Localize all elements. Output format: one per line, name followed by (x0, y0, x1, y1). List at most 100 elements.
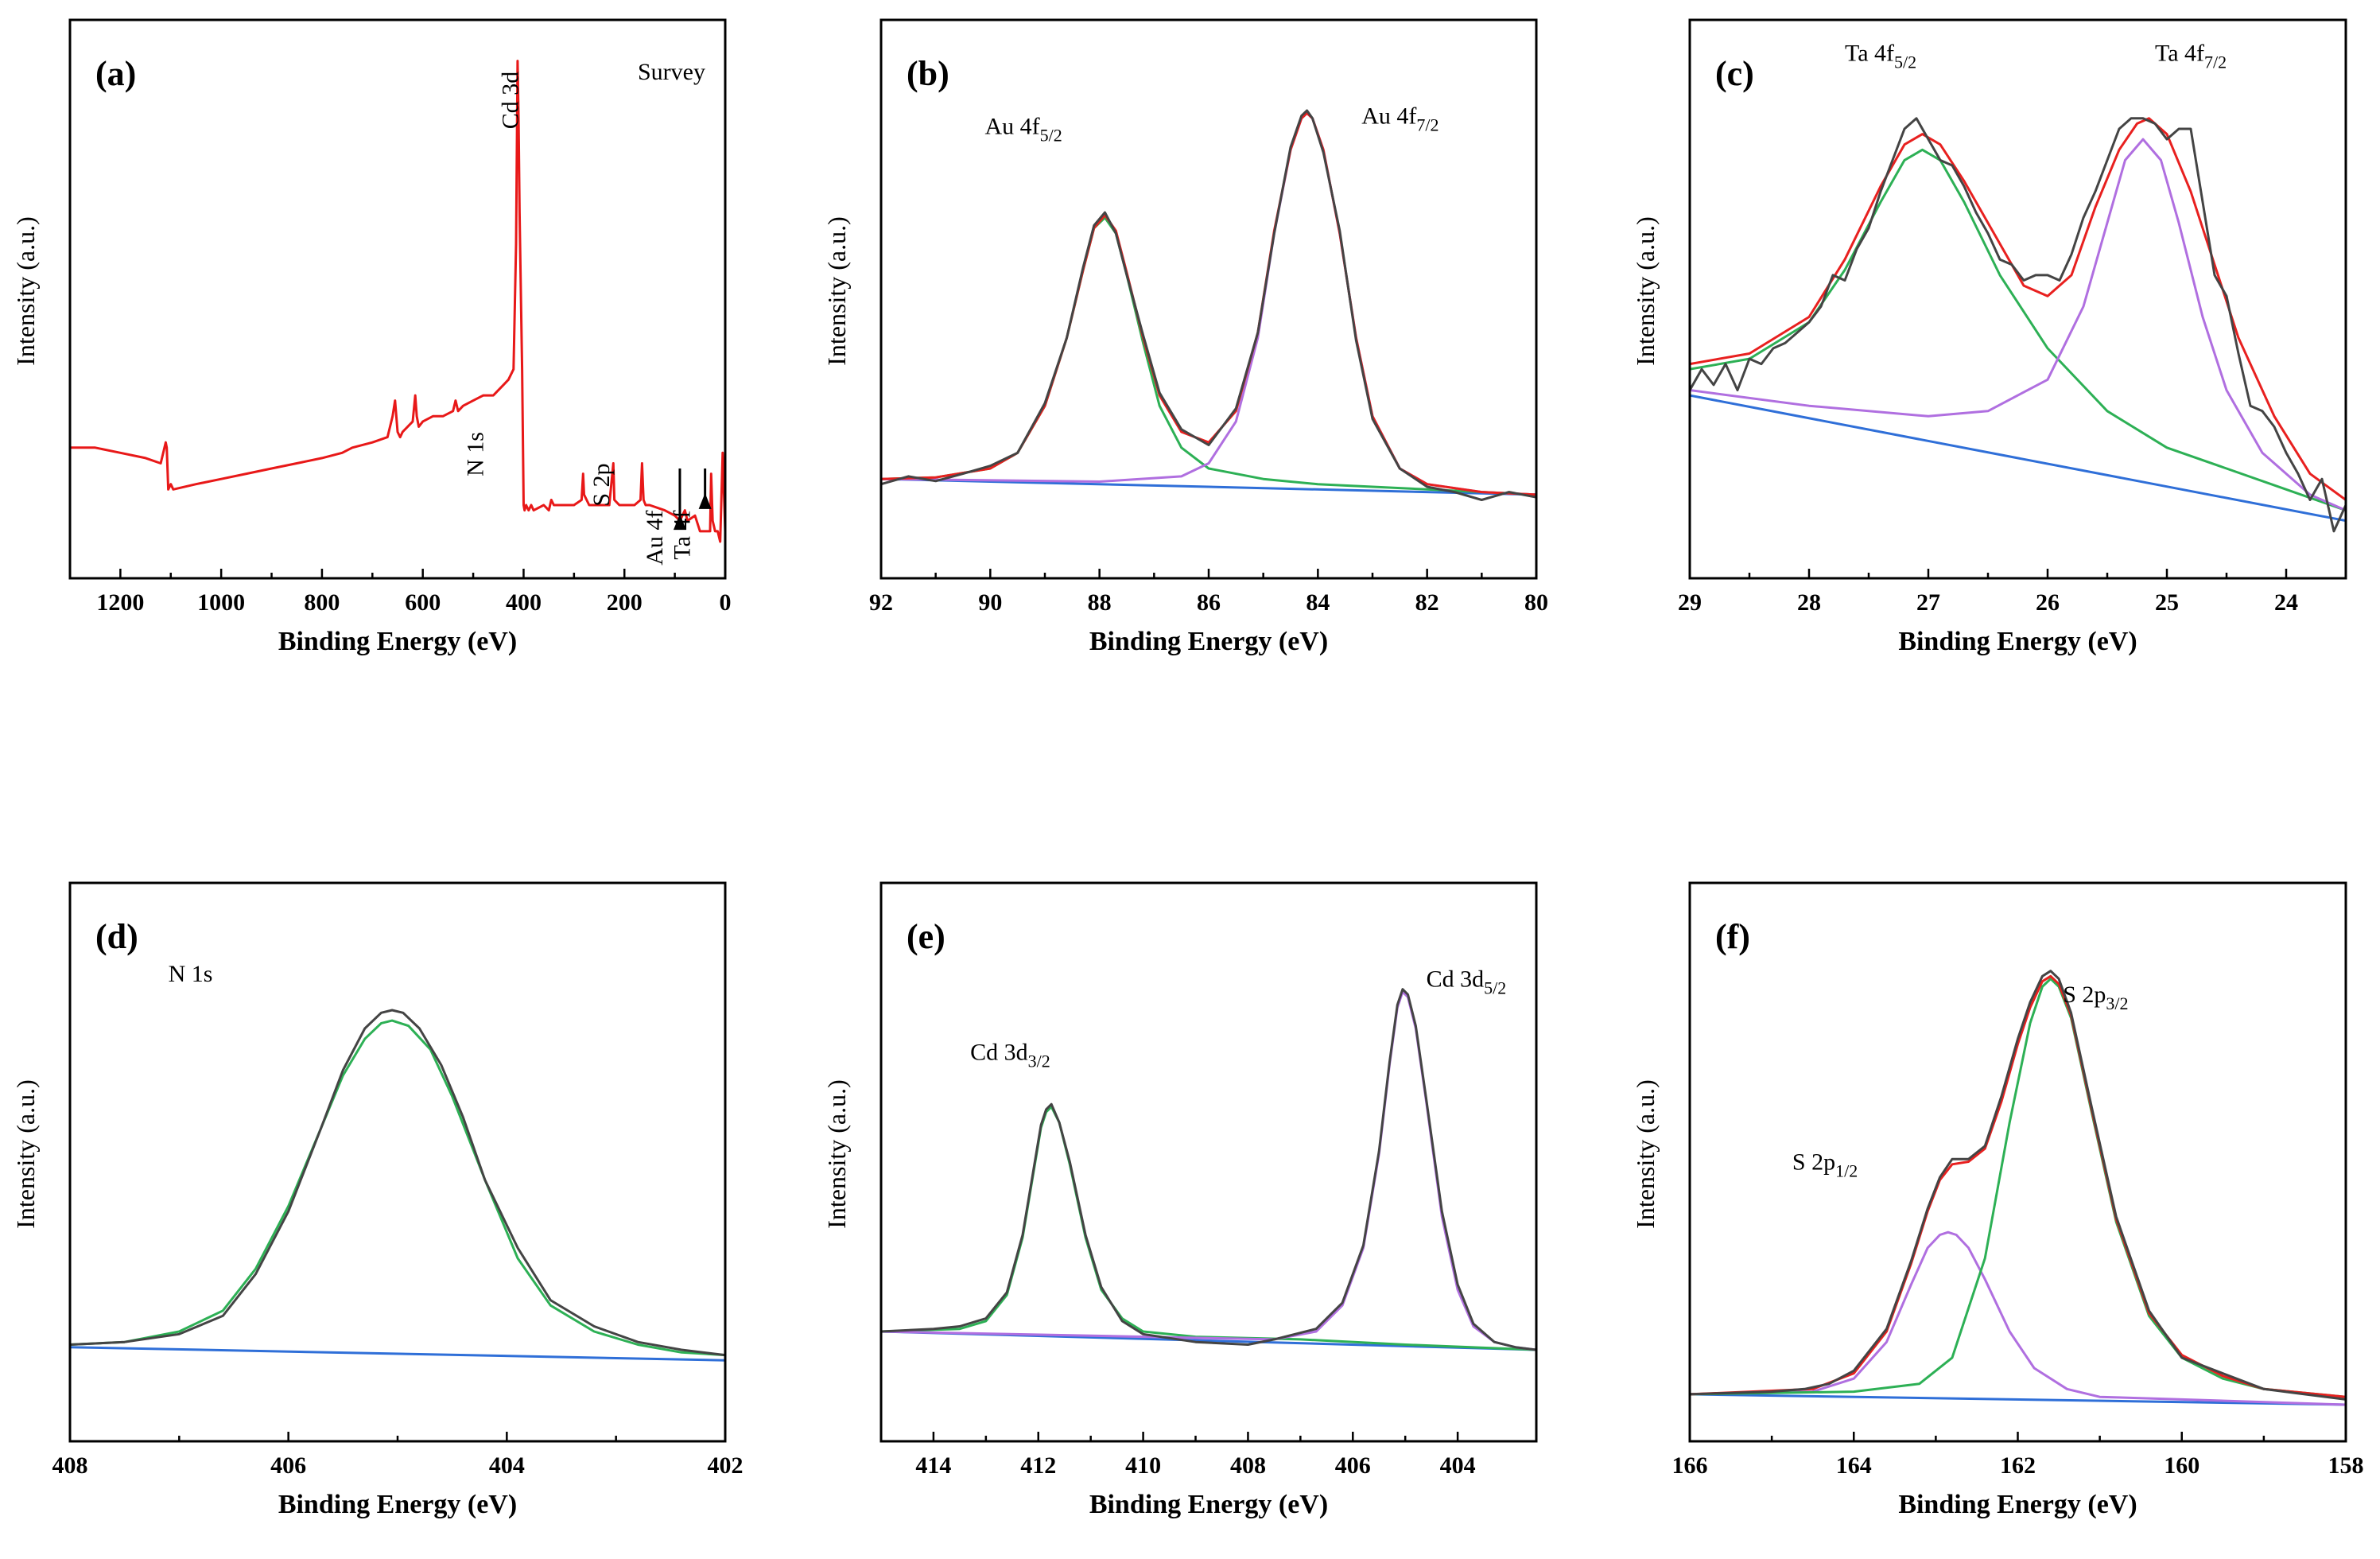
x-tick-label: 24 (2274, 589, 2298, 616)
y-axis-label: Intensity (a.u.) (1631, 1079, 1660, 1229)
x-axis-label: Binding Energy (eV) (1089, 1490, 1328, 1519)
plot-frame (1688, 881, 2347, 1443)
series-line-raw-data (70, 1009, 725, 1357)
x-tick-label: 84 (1306, 589, 1330, 616)
series-group (70, 1009, 725, 1362)
x-tick-label: 27 (1916, 589, 1940, 616)
x-axis-label: Binding Energy (eV) (1898, 1490, 2137, 1519)
plot-frame (68, 18, 727, 580)
annotation-arrowhead (673, 514, 686, 531)
series-line-envelope (881, 111, 1536, 496)
x-tick-label: 26 (2036, 589, 2060, 616)
series-group (1690, 970, 2346, 1406)
plot-frame (879, 881, 1538, 1443)
x-tick-label: 404 (1440, 1452, 1476, 1479)
x-axis-label: Binding Energy (eV) (1089, 627, 1328, 656)
series-line-ta-4f7-2-fit (1690, 138, 2346, 511)
x-tick-label: 29 (1678, 589, 1702, 616)
annotation-subscript: 3/2 (1028, 1051, 1050, 1071)
x-tick-label: 92 (869, 589, 893, 616)
x-tick-label: 400 (506, 589, 542, 616)
peak-annotation: Au 4f5/2 (984, 114, 1062, 146)
plot-frame (879, 18, 1538, 580)
series-line-background (70, 1346, 725, 1362)
panel-e: 414 412 410 408 406 404 Binding Energy (eV) Int… (822, 881, 1538, 1519)
y-axis-label: Intensity (a.u.) (822, 216, 851, 366)
x-tick-label: 412 (1020, 1452, 1056, 1479)
annotation-subscript: 5/2 (1894, 52, 1916, 72)
series-group (881, 988, 1536, 1351)
annotation-main: Ta 4f (1845, 41, 1894, 67)
series-group (1690, 117, 2346, 533)
peak-annotation: Ta 4f5/2 (1845, 41, 1916, 72)
annotation-main: Ta 4f (2155, 41, 2204, 67)
plot-frame (1688, 18, 2347, 580)
panel-label: (c) (1715, 54, 1754, 93)
series-line-n-1s-fit (70, 1019, 725, 1357)
peak-annotation: Cd 3d5/2 (1427, 966, 1507, 997)
x-axis-label: Binding Energy (eV) (278, 1490, 517, 1519)
x-tick-label: 800 (304, 589, 340, 616)
series-group (70, 60, 725, 543)
x-tick-label: 80 (1524, 589, 1548, 616)
annotation-subscript: 7/2 (2204, 52, 2227, 72)
series-line-raw-data (1690, 970, 2346, 1401)
annotation-subscript: 7/2 (1416, 115, 1438, 134)
x-tick-label: 1000 (197, 589, 245, 616)
peak-annotation: Ta 4f7/2 (2155, 41, 2227, 72)
x-axis-label: Binding Energy (eV) (1898, 627, 2137, 656)
panel-label: (d) (95, 917, 138, 956)
x-tick-label: 600 (405, 589, 441, 616)
series-line-cd-3d3-2-fit (881, 1106, 1536, 1351)
x-tick-label: 406 (1335, 1452, 1371, 1479)
x-tick-label: 414 (915, 1452, 951, 1479)
annotation-main: S 2p (1792, 1149, 1835, 1175)
peak-annotation: S 2p1/2 (1792, 1149, 1858, 1180)
series-line-raw-data (881, 988, 1536, 1351)
x-tick-label: 404 (489, 1452, 525, 1479)
series-line-survey-spectrum (70, 60, 725, 543)
peak-annotation: Cd 3d (497, 72, 523, 130)
peak-annotation: Au 4f7/2 (1361, 103, 1438, 134)
panel-label: (e) (907, 917, 945, 956)
series-line-au-4f5-2-fit (881, 216, 1536, 496)
series-line-raw-data (1690, 117, 2346, 533)
x-tick-label: 200 (607, 589, 643, 616)
panel-a: 1200 1000 800 600 400 200 0 Binding Energy (eV)… (11, 18, 732, 656)
x-tick-label: 406 (270, 1452, 306, 1479)
series-line-background (881, 477, 1536, 496)
x-tick-label: 402 (708, 1452, 744, 1479)
chart-title: Survey (638, 59, 705, 85)
x-tick-label: 162 (2000, 1452, 2036, 1479)
panel-f: 166 164 162 160 158 Binding Energy (eV) Intens… (1631, 881, 2364, 1519)
x-tick-label: 164 (1836, 1452, 1872, 1479)
panel-label: (a) (95, 54, 136, 93)
panel-d: 408 406 404 402 Binding Energy (eV) Intensity… (11, 881, 744, 1519)
peak-annotation: Ta 4f (670, 511, 696, 560)
annotation-main: Au 4f (1361, 103, 1416, 129)
y-axis-label: Intensity (a.u.) (822, 1079, 851, 1229)
x-tick-label: 158 (2328, 1452, 2364, 1479)
x-tick-label: 408 (1230, 1452, 1266, 1479)
peak-annotation: Cd 3d3/2 (970, 1039, 1050, 1071)
peak-annotation: N 1s (463, 432, 489, 476)
annotation-subscript: 5/2 (1040, 126, 1062, 146)
annotation-arrowhead (698, 492, 712, 509)
series-line-au-4f7-2-fit (881, 111, 1536, 496)
x-tick-label: 410 (1125, 1452, 1161, 1479)
peak-annotation: N 1s (169, 961, 213, 987)
annotation-main: Au 4f (984, 114, 1039, 140)
x-tick-label: 0 (720, 589, 732, 616)
x-tick-label: 408 (52, 1452, 88, 1479)
x-tick-label: 90 (978, 589, 1002, 616)
series-line-raw-data (881, 109, 1536, 501)
series-line-s-2p1-2-fit (1690, 1230, 2346, 1406)
series-group (881, 109, 1536, 501)
x-tick-label: 160 (2164, 1452, 2199, 1479)
peak-annotation: Au 4f (642, 511, 668, 566)
annotation-subscript: 5/2 (1484, 978, 1506, 997)
y-axis-label: Intensity (a.u.) (11, 216, 40, 366)
x-tick-label: 82 (1415, 589, 1439, 616)
annotation-main: N 1s (169, 961, 213, 987)
